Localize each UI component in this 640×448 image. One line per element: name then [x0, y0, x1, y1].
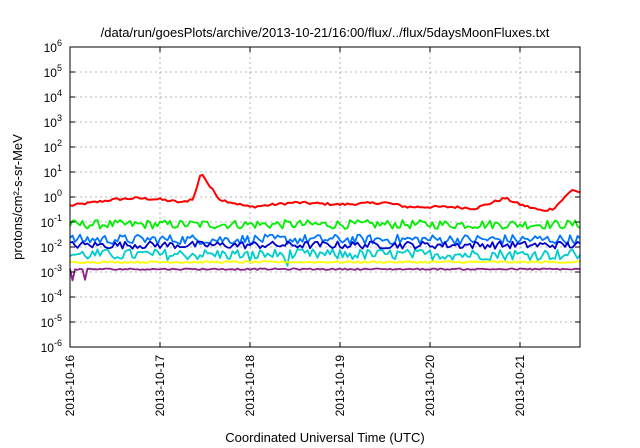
y-tick-label: 10-6 — [41, 338, 62, 355]
series-line-6 — [69, 267, 581, 282]
x-tick-label: 2013-10-19 — [333, 355, 347, 417]
x-tick-label: 2013-10-18 — [243, 355, 257, 417]
y-tick-label: 10-2 — [41, 238, 62, 255]
y-tick-label: 103 — [44, 113, 62, 130]
y-tick-label: 10-1 — [41, 213, 62, 230]
ticks: 10-6 10-5 10-4 10-3 10-2 10-1 100 101 102 103 104 1… — [41, 38, 580, 416]
series-line-1 — [69, 219, 581, 230]
chart-title: /data/run/goesPlots/archive/2013-10-21/1… — [101, 25, 550, 40]
y-tick-label: 102 — [44, 138, 62, 155]
y-tick-label: 10-3 — [41, 263, 62, 280]
series-line-0 — [69, 173, 581, 212]
y-tick-label: 101 — [44, 163, 62, 180]
series-layer — [69, 173, 581, 282]
x-axis-label: Coordinated Universal Time (UTC) — [225, 430, 424, 445]
series-line-5 — [69, 260, 580, 264]
grid — [70, 47, 580, 347]
y-tick-label: 105 — [44, 63, 62, 80]
x-tick-label: 2013-10-21 — [513, 355, 527, 417]
y-tick-label: 10-4 — [41, 288, 62, 305]
x-tick-label: 2013-10-16 — [63, 355, 77, 417]
series-line-3 — [69, 233, 581, 246]
y-tick-label: 10-5 — [41, 313, 62, 330]
series-line-2 — [69, 248, 581, 267]
y-axis-label: protons/cm²-s-sr-MeV — [10, 134, 25, 260]
x-tick-label: 2013-10-17 — [153, 355, 167, 417]
y-tick-label: 106 — [44, 38, 62, 55]
y-tick-label: 104 — [44, 88, 62, 105]
series-line-4 — [69, 240, 581, 250]
x-tick-label: 2013-10-20 — [423, 355, 437, 417]
y-tick-label: 100 — [44, 188, 62, 205]
